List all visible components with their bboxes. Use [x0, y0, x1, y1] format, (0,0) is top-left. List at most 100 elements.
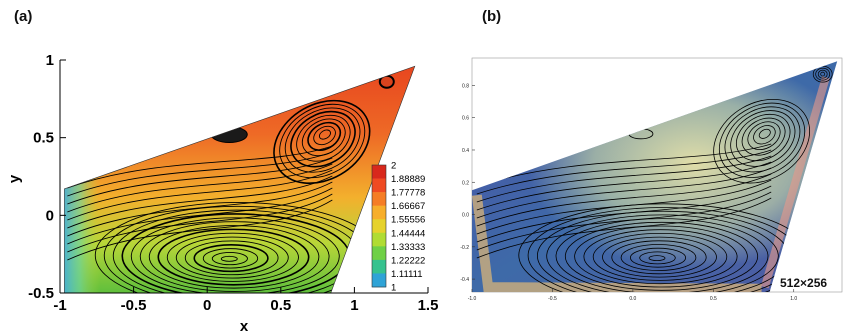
- streamline-b: [630, 247, 687, 268]
- vortex-b-corner: [815, 67, 831, 81]
- x-axis-label-a: x: [240, 318, 249, 334]
- colorbar-tick-label: 1.66667: [391, 201, 425, 212]
- vortex-a-small: [210, 126, 248, 144]
- streamline-b: [476, 197, 772, 259]
- colorbar-tick-label: 1.22222: [391, 255, 425, 266]
- streamline-a: [220, 255, 238, 262]
- colorbar-swatch: [372, 273, 386, 288]
- streamline-a: [290, 110, 356, 168]
- streamline-a: [296, 114, 351, 162]
- streamline-b: [718, 102, 806, 178]
- streamline-b: [476, 173, 772, 227]
- streamline-a: [67, 181, 333, 237]
- streamline-b: [753, 125, 776, 145]
- streamline-a: [284, 107, 361, 173]
- streamline-b: [476, 161, 772, 211]
- colorbar-swatch: [372, 205, 386, 220]
- streamline-a: [139, 221, 330, 292]
- streamline-a: [67, 157, 333, 205]
- streamline-b: [476, 191, 772, 251]
- streamline-a: [67, 199, 333, 261]
- streamline-b: [564, 221, 759, 291]
- streamline-a: [67, 175, 333, 229]
- streamline-a: [318, 129, 331, 140]
- x-tick-label-a: 0.5: [270, 297, 291, 314]
- x-tick-label-a: -1: [53, 297, 66, 314]
- y-tick-label-a: 0.5: [33, 130, 54, 147]
- colorbar-swatch: [372, 232, 386, 247]
- resolution-label: 512×256: [780, 276, 827, 290]
- streamline-b: [583, 229, 738, 285]
- colorbar-swatch: [372, 192, 386, 206]
- streamline-b: [555, 218, 769, 293]
- streamline-a: [184, 240, 279, 276]
- colorbar-tick-label: 2: [391, 161, 396, 172]
- streamline-b: [648, 255, 666, 262]
- streamline-a: [130, 217, 340, 293]
- streamline-b: [724, 106, 801, 173]
- streamline-b: [713, 98, 811, 184]
- streamline-a: [67, 151, 333, 197]
- x-tick-label-b: -1.0: [468, 296, 477, 302]
- streamline-a: [67, 193, 333, 253]
- streamline-b: [758, 128, 771, 139]
- colorbar-frame: [371, 164, 387, 288]
- colorbar-tick-label: 1.44444: [391, 228, 425, 239]
- streamline-b: [592, 233, 728, 281]
- streamline-a: [67, 163, 333, 213]
- streamline-a: [67, 187, 333, 245]
- x-tick-label-b: 1.0: [790, 296, 797, 302]
- streamline-b: [602, 236, 717, 278]
- colorbar-tick-label: 1.55556: [391, 215, 425, 226]
- streamline-a: [273, 99, 371, 185]
- streamline-b: [476, 149, 772, 195]
- streamline-b: [574, 225, 748, 288]
- colorbar-tick-label: 1.88889: [391, 174, 425, 185]
- y-tick-label-a: -0.5: [28, 285, 54, 302]
- streamline-b: [747, 121, 781, 150]
- streamline-a: [148, 225, 320, 289]
- streamline-b: [639, 251, 676, 265]
- y-tick-label-a: 1: [46, 52, 54, 69]
- streamline-b: [476, 179, 772, 235]
- colorbar-tick-label: 1.77778: [391, 188, 425, 199]
- domain-a-field: [64, 66, 415, 293]
- streamline-a: [193, 243, 269, 273]
- streamline-b: [736, 113, 791, 162]
- colorbar-swatch: [372, 178, 386, 193]
- chart-b: -1.0 -0.5 0.0 0.5 1.0 -0.4 -0.2 0.0 0.2 0.4 0.6 0.8…: [460, 57, 843, 302]
- colorbar-tick-label: 1.33333: [391, 242, 425, 253]
- x-tick-label-a: -0.5: [121, 297, 147, 314]
- streamline-b: [546, 214, 779, 293]
- streamline-a: [67, 169, 333, 221]
- y-tick-label-b: 0.4: [462, 148, 469, 154]
- chart-a: -1 -0.5 0 0.5 1 1.5-0.500.51xy21.888891.77778…: [6, 52, 438, 334]
- streamline-a: [202, 248, 259, 269]
- edge-band-b: [472, 194, 762, 293]
- y-tick-label-b: 0.8: [462, 83, 469, 89]
- colorbar-swatch: [372, 259, 386, 274]
- streamline-b: [730, 110, 796, 167]
- streamline-a: [175, 236, 289, 279]
- y-tick-label-b: 0.0: [462, 213, 469, 219]
- streamline-b: [741, 117, 786, 156]
- streamline-a: [307, 121, 342, 151]
- streamline-a: [166, 232, 299, 282]
- edge-band-b: [760, 76, 830, 289]
- y-axis-label-a: y: [6, 174, 23, 183]
- panel-b-label: (b): [482, 8, 501, 25]
- y-tick-label-b: 0.2: [462, 180, 469, 186]
- vortex-b-corner: [820, 71, 826, 77]
- streamline-a: [67, 145, 333, 189]
- streamline-b: [476, 185, 772, 243]
- y-tick-label-b: -0.4: [460, 277, 469, 283]
- x-tick-label-b: -0.5: [548, 296, 557, 302]
- streamline-b: [476, 167, 772, 219]
- panel-a-label: (a): [14, 8, 32, 25]
- colorbar-swatch: [372, 165, 386, 179]
- colorbar-tick-label: 1: [391, 283, 396, 294]
- streamline-b: [620, 244, 697, 271]
- streamline-a: [157, 228, 310, 286]
- streamline-b: [476, 143, 772, 187]
